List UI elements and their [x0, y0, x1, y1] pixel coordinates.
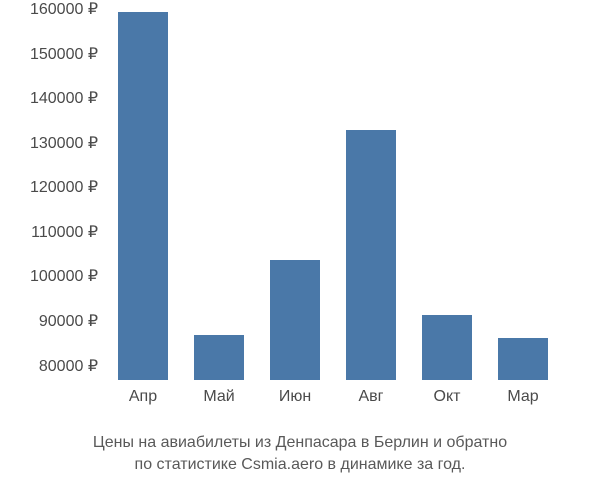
- plot-area: [105, 10, 565, 380]
- bar: [346, 130, 396, 380]
- caption-line-2: по статистике Csmia.aero в динамике за г…: [135, 456, 466, 473]
- y-tick-label: 150000 ₽: [3, 47, 98, 63]
- y-tick-label: 160000 ₽: [3, 2, 98, 18]
- price-bar-chart: 80000 ₽ 90000 ₽ 100000 ₽ 110000 ₽ 120000 ₽ 13…: [0, 0, 600, 425]
- x-tick-label: Мар: [507, 388, 538, 406]
- bar: [194, 335, 244, 380]
- y-tick-label: 110000 ₽: [3, 225, 98, 241]
- bar: [498, 338, 548, 380]
- y-tick-label: 120000 ₽: [3, 180, 98, 196]
- x-tick-label: Авг: [358, 388, 383, 406]
- y-tick-label: 130000 ₽: [3, 136, 98, 152]
- bar: [118, 12, 168, 380]
- y-tick-label: 80000 ₽: [3, 359, 98, 375]
- bar: [270, 260, 320, 380]
- x-tick-label: Июн: [279, 388, 311, 406]
- chart-caption: Цены на авиабилеты из Денпасара в Берлин…: [0, 432, 600, 475]
- bar: [422, 315, 472, 380]
- y-tick-label: 90000 ₽: [3, 314, 98, 330]
- caption-line-1: Цены на авиабилеты из Денпасара в Берлин…: [93, 434, 507, 451]
- y-tick-label: 100000 ₽: [3, 269, 98, 285]
- y-tick-label: 140000 ₽: [3, 91, 98, 107]
- x-tick-label: Апр: [129, 388, 157, 406]
- x-tick-label: Окт: [434, 388, 461, 406]
- x-tick-label: Май: [203, 388, 234, 406]
